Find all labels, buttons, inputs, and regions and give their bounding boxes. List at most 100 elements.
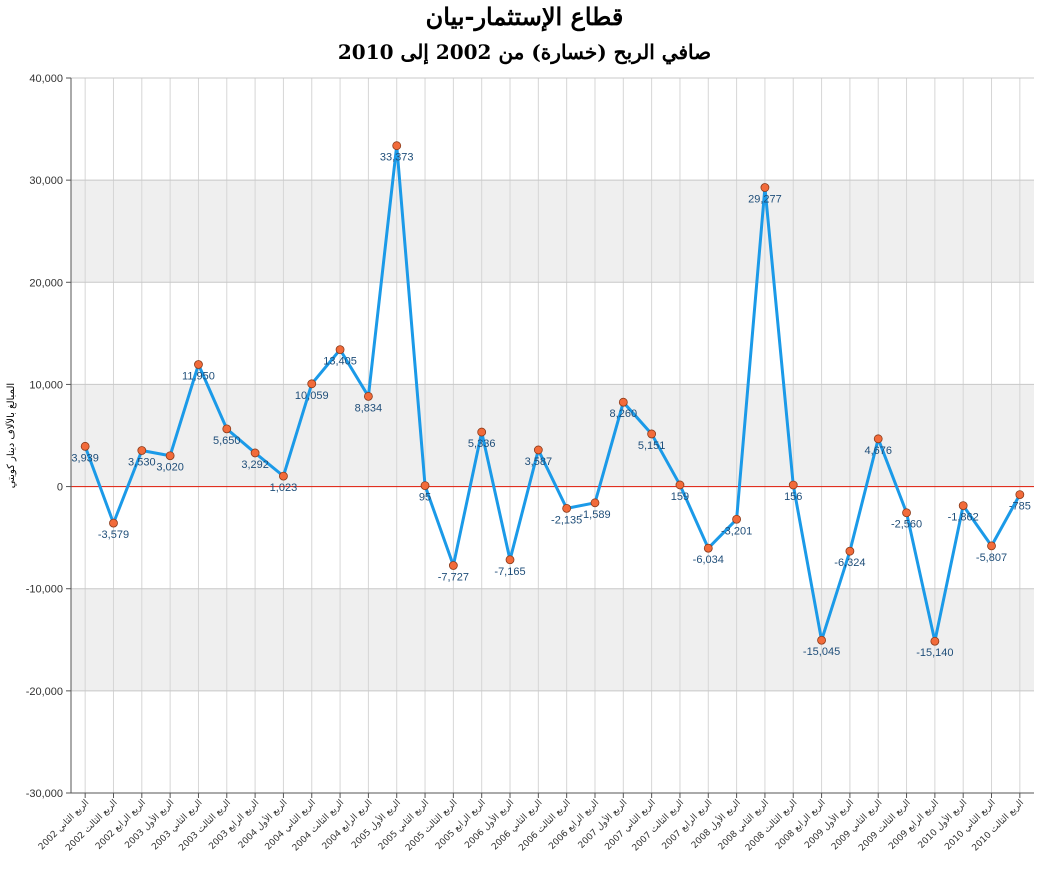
data-label: -2,135 — [551, 514, 582, 526]
data-label: 156 — [784, 491, 802, 503]
x-tick-label: الربع الثاني 2004 — [264, 798, 318, 852]
data-point — [873, 434, 883, 444]
x-tick-label: الربع الأول 2006 — [462, 797, 516, 851]
data-label: 3,587 — [525, 456, 553, 468]
data-label: -1,589 — [579, 509, 610, 521]
data-point — [817, 635, 826, 645]
y-axis-title: المبالغ بالآلاف دينار كويتي — [5, 383, 17, 488]
data-label: 5,336 — [468, 438, 496, 450]
data-label: 3,939 — [71, 452, 99, 464]
data-point — [279, 471, 288, 481]
band — [71, 78, 1034, 181]
x-tick-label: الربع الثالث 2006 — [517, 798, 572, 853]
chart-title: قطاع الإستثمار-بيان — [425, 2, 624, 31]
data-label: 29,277 — [748, 194, 782, 206]
band — [71, 282, 1034, 385]
x-tick-label: الربع الثاني 2006 — [490, 798, 544, 852]
data-point — [958, 501, 968, 510]
data-point — [109, 518, 118, 528]
x-tick-label: الربع الثالث 2008 — [744, 798, 799, 853]
x-tick-label: الربع الرابع 2002 — [94, 798, 148, 852]
y-tick-label: 20,000 — [29, 277, 63, 289]
x-tick-label: الربع الرابع 2004 — [321, 798, 375, 852]
data-label: 13,405 — [323, 356, 357, 368]
data-point — [137, 446, 147, 455]
x-tick-label: الربع الأول 2005 — [349, 797, 403, 851]
y-tick-label: -30,000 — [26, 788, 63, 800]
data-point — [448, 561, 458, 570]
data-label: 11,950 — [182, 371, 215, 383]
data-point — [505, 555, 515, 565]
x-tick-label: الربع الثالث 2010 — [971, 798, 1026, 853]
x-tick-label: الربع الأول 2007 — [575, 797, 629, 851]
data-label: -3,579 — [98, 529, 129, 541]
data-point — [788, 480, 798, 490]
data-label: -15,140 — [916, 647, 953, 659]
data-point — [930, 636, 940, 646]
data-point — [250, 448, 260, 458]
data-point — [335, 345, 345, 355]
data-point — [647, 429, 657, 439]
x-tick-label: الربع الرابع 2005 — [434, 798, 488, 852]
x-tick-label: الربع الثالث 2004 — [291, 798, 346, 853]
x-tick-label: الربع الأول 2009 — [802, 797, 856, 851]
data-point — [363, 391, 373, 401]
data-point — [590, 498, 600, 508]
data-point — [1015, 490, 1025, 499]
data-point — [165, 451, 175, 461]
x-tick-label: الربع الثاني 2009 — [830, 798, 884, 852]
x-tick-label: الربع الثالث 2007 — [631, 798, 686, 853]
data-label: 5,650 — [213, 435, 241, 447]
data-point — [845, 546, 855, 556]
y-axis: -30,000 -20,000 -10,000 0 10,000 20,000 30,000… — [5, 73, 72, 800]
data-label: 5,151 — [638, 440, 666, 452]
data-point — [80, 441, 90, 451]
data-label: 3,530 — [128, 457, 156, 469]
data-point — [562, 503, 572, 513]
data-point — [533, 445, 543, 455]
x-tick-label: الربع الثاني 2007 — [603, 798, 657, 852]
data-label: 4,676 — [864, 445, 892, 457]
y-tick-label: 30,000 — [29, 175, 63, 187]
x-tick-label: الربع الرابع 2003 — [207, 798, 261, 852]
x-tick-label: الربع الثاني 2005 — [377, 798, 431, 852]
band — [71, 384, 1034, 487]
x-tick-label: الربع الأول 2004 — [235, 797, 289, 851]
x-tick-label: الربع الرابع 2007 — [661, 798, 715, 852]
band — [71, 690, 1034, 793]
data-label: 3,020 — [156, 462, 184, 474]
data-label: -7,165 — [494, 566, 525, 578]
series-line — [83, 144, 1022, 643]
y-tick-label: -20,000 — [26, 686, 63, 698]
x-tick-label: الربع الثالث 2003 — [177, 798, 232, 853]
data-label: 159 — [671, 491, 689, 503]
data-point — [307, 379, 317, 389]
y-tick-label: 40,000 — [29, 73, 63, 85]
data-point — [732, 514, 742, 524]
x-tick-label: الربع الرابع 2009 — [887, 798, 941, 852]
data-label: 3,292 — [241, 459, 269, 471]
x-tick-label: الربع الرابع 2006 — [547, 798, 601, 852]
y-tick-label: 0 — [57, 482, 63, 494]
x-tick-label: الربع الثاني 2010 — [943, 798, 997, 852]
data-label: -785 — [1009, 501, 1031, 513]
data-label: -1,862 — [948, 512, 979, 524]
x-tick-label: الربع الثالث 2002 — [64, 798, 119, 853]
data-label: -6,034 — [693, 554, 724, 566]
data-label: -6,324 — [834, 557, 865, 569]
data-point — [194, 360, 203, 369]
data-point — [760, 183, 770, 192]
data-label: 95 — [419, 492, 431, 504]
x-tick-label: الربع الثاني 2003 — [150, 798, 204, 852]
data-label: -5,807 — [976, 552, 1007, 564]
x-tick-label: الربع الثالث 2005 — [404, 798, 459, 853]
data-point — [392, 141, 402, 151]
data-point — [675, 480, 685, 490]
x-tick-label: الربع الثالث 2009 — [857, 798, 912, 853]
data-point — [420, 481, 430, 491]
data-label: 33,373 — [380, 152, 414, 164]
data-point — [703, 543, 713, 553]
data-label: -2,560 — [891, 519, 922, 531]
data-point — [477, 427, 487, 437]
